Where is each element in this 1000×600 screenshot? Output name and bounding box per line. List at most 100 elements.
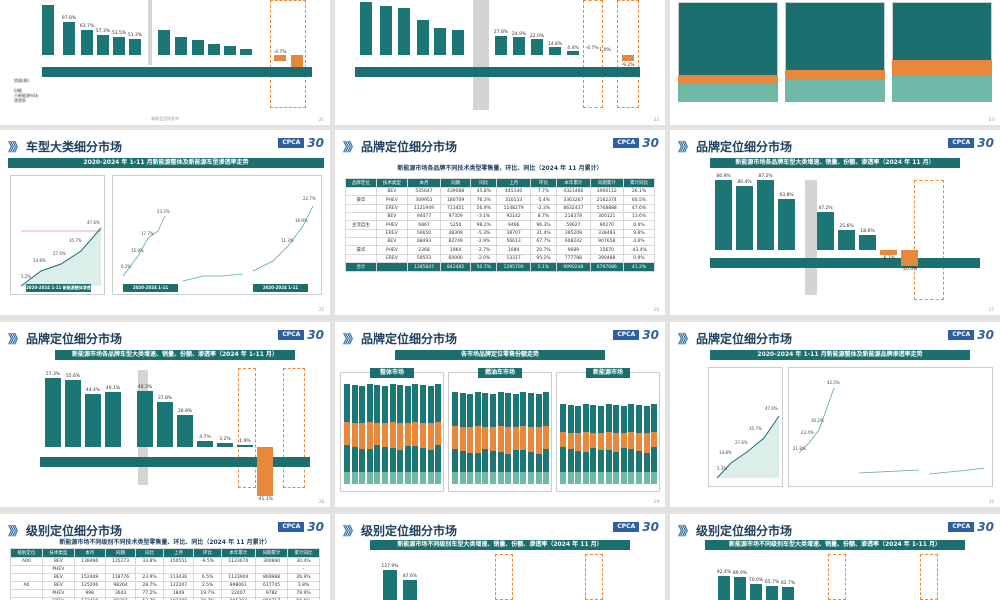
table-cell: 38707 [496,229,531,238]
slide-8[interactable]: 》》 品牌定位细分市场 CPCA 30 各市场品牌定位零售份额走势 29 整体市场 燃… [335,322,665,507]
highlight-box [583,0,603,108]
page-number: 23 [988,117,994,122]
chart-bar [157,401,173,447]
stack-band [785,70,885,80]
stack-segment [397,472,404,484]
chart-bar [175,37,187,55]
table-cell: A00 [10,557,43,566]
slide-7[interactable]: 》》 品牌定位细分市场 CPCA 30 新能源市场各品牌车型大类增速、销量、份额、渗… [0,322,330,507]
table-cell: 60000 [440,254,472,263]
page-number: 30 [988,499,994,504]
panel-title: 燃油车市场 [478,368,522,378]
table-cell: 842482 [440,262,472,272]
slide-3[interactable]: 23 [670,0,1000,125]
table-cell: 30.4% [287,557,320,566]
slide-9[interactable]: 》》 品牌定位细分市场 CPCA 30 2020-2024 年 1-11 月新能源整… [670,322,1000,507]
table-cell [104,565,137,574]
table-cell: 95.2% [529,254,558,263]
trend-line [716,415,780,479]
slide-10[interactable]: 》》 级别定位细分市场 CPCA 30 新能源市场不同级别不同技术类型零售量、环比、… [0,514,330,600]
stack-segment [528,426,534,452]
chart-bar [105,391,121,447]
table-cell: 4321466 [556,187,591,196]
stack-segment [452,472,458,484]
table-cell: 310133 [496,195,531,205]
table-cell: 1849 [162,589,195,598]
chart-bar [97,35,109,55]
table-cell: 60.5% [622,195,656,205]
table-cell: EREV [375,254,408,263]
point-label: 14.8% [33,258,46,263]
cpca-logo: CPCA 30 [613,136,659,150]
point-label: 21.8% [793,446,806,451]
stack-segment [505,472,512,484]
table-cell: - [287,565,320,574]
pct-label: 4.4% [567,46,579,51]
table-row: BEV 94477 97359 -3.1% 92142 8.7% 218378 300121 1… [345,212,656,221]
slide-12[interactable]: 》》 级别定位细分市场 CPCA 30 新能源市场不同级别车型大类增速、销量、份额、… [670,514,1000,600]
table-cell: 122207 [162,581,195,590]
slide-5[interactable]: 》》 品牌定位细分市场 CPCA 30 新能源市场各品牌不同技术类型零售量、环比、同… [335,130,665,315]
point-label: 23.4% [801,430,814,435]
table-cell: 9466 [496,220,531,230]
stack-segment [628,472,635,484]
table-row: EREV 59533 60000 -2.0% 13317 95.2% 777788 39048… [345,254,656,263]
table-row: PHEV 998 3643 77.2% 1849 19.7% 22407 9782 79.9% [10,589,320,598]
table-row: 主流自主 PHEV 6867 5250 98.2% 9466 96.3% 59627 90270… [345,220,656,230]
slide-4[interactable]: 》》 车型大类细分市场 CPCA 30 2020-2024 年 1-11 月新能源整… [0,130,330,315]
table-header: 本年累计 [220,548,257,558]
stack-segment [490,427,496,451]
table-cell: 豪华 [345,245,377,255]
table-cell: -5.4% [529,195,558,205]
stack-segment [628,432,635,449]
stack-segment [575,472,582,484]
highlight-box [920,554,938,600]
stack-segment [535,427,542,454]
slide-title: 》》 车型大类细分市场 [8,140,123,154]
point-label: 27.6% [735,440,748,445]
chart-title-band: 新能源市场不同级别车型大类增速、销量、份额、渗透率（2024 年 1-11 月） [705,540,965,550]
pct-label: 86.9% [716,174,731,180]
table-cell: 113436 [162,573,195,582]
point-label: 17.7% [141,231,154,236]
table-cell: 6.5% [193,573,222,582]
table-cell: 118776 [104,573,137,582]
slide-1[interactable]: 97.8% 63.7% 57.3% 53.5% 51.3% -4.7% -18.… [0,0,330,125]
table-cell: 150551 [162,557,195,566]
table-cell: 96.3% [529,220,558,230]
table-cell [162,565,195,574]
chart-title-band: 各市场品牌定位零售份额走势 [395,350,605,360]
stack-segment [582,432,589,452]
header-band [710,258,980,268]
table-row: A00 BEV 138496 135273 33.8% 150551 -9.5% 112367… [10,557,320,566]
table-header: 环比 [193,548,222,558]
table-cell: 41.2% [622,262,656,272]
chart-bar [734,577,746,600]
pct-label: 14.8% [547,42,563,47]
stack-segment [459,426,466,451]
point-label: 14.8% [719,450,732,455]
table-cell: 3.8% [287,581,320,590]
pct-label: 63.7% [79,24,95,29]
pct-label: 57.3% [45,372,61,378]
chart-title-band: 2020-2024 年 1-11 月新能源整体及新能源车型渗透率走势 [8,158,324,168]
slide-6[interactable]: 》》 品牌定位细分市场 CPCA 30 新能源市场各品牌车型大类增速、销量、份额、渗… [670,130,1000,315]
table-cell: 15670 [589,245,624,255]
table-cell: 907658 [589,237,624,246]
slide-2[interactable]: 27.8% 24.9% 22.0% 14.8% 4.4% -4.7% 1.0% … [335,0,665,125]
table-cell: 152449 [73,573,106,582]
table-cell: BEV [41,557,75,566]
point-label: 5.2% [21,274,32,279]
cpca-logo: CPCA 30 [278,328,324,342]
separator [805,180,817,295]
table-cell: 59533 [406,254,442,263]
pct-label: 24.9% [511,32,527,37]
slide-11[interactable]: 》》 级别定位细分市场 CPCA 30 新能源市场不同级别车型大类增速、销量、份额、… [335,514,665,600]
table-row: BEV 152449 118776 23.9% 113436 6.5% 1123904 869… [10,573,320,582]
table-cell: 26.9% [287,573,320,582]
table-cell: 33.8% [135,557,164,566]
stack-segment [497,426,504,452]
chart-title-band: 新能源市场各品牌车型大类增速、销量、份额、渗透率（2024 年 1-11 月） [55,350,295,360]
stack-segment [543,472,550,484]
cpca-logo: CPCA 30 [613,328,659,342]
